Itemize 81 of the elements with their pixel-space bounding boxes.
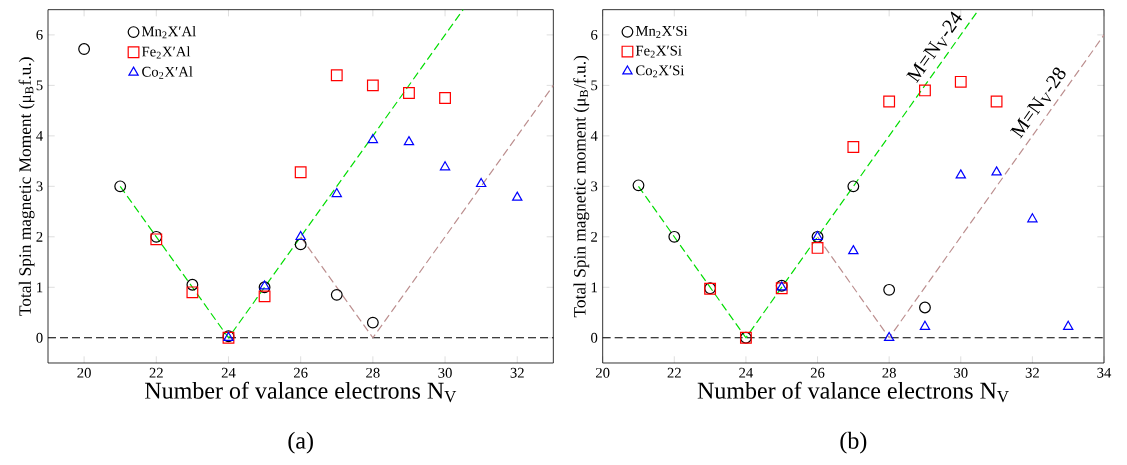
point — [439, 92, 451, 104]
y-tick-label: 3 — [36, 181, 43, 192]
point — [919, 320, 931, 330]
point — [512, 191, 523, 201]
x-tick-label: 28 — [882, 367, 896, 378]
point — [991, 166, 1002, 176]
legend-label: Mn$_{2}$X′Al — [141, 26, 196, 39]
point — [366, 316, 379, 329]
point — [366, 79, 379, 92]
point — [295, 230, 306, 241]
y-tick-label: 2 — [36, 231, 43, 242]
point — [632, 179, 645, 192]
y-tick-label: 1 — [591, 282, 597, 293]
x-tick-label: 20 — [77, 367, 91, 378]
point — [403, 135, 415, 146]
point — [259, 280, 270, 290]
x-tick-label: 20 — [595, 367, 610, 378]
x-tick-label: 34 — [1097, 367, 1112, 378]
text: (a) — [288, 431, 313, 454]
point — [367, 133, 379, 144]
point — [954, 75, 967, 88]
y-axis-title: Total Spin magnetic moment (μ$_{B}$/f.u.) — [573, 55, 590, 318]
x-axis-title: Number of valance electrons N$_{V}$ — [697, 381, 1009, 403]
point — [439, 161, 451, 171]
x-tick-label: 24 — [739, 367, 754, 378]
x-tick-label: 30 — [438, 367, 452, 378]
y-tick-label: 0 — [36, 332, 43, 343]
legend-label: Mn$_{2}$X′Si — [635, 26, 688, 38]
point — [811, 241, 824, 254]
point — [883, 95, 896, 108]
point — [919, 84, 931, 97]
y-tick-label: 1 — [37, 282, 43, 293]
point — [258, 290, 271, 303]
x-tick-label: 26 — [810, 367, 825, 378]
legend-label: Fe$_{2}$X′Al — [141, 46, 191, 59]
y-tick-label: 0 — [591, 332, 598, 343]
point — [403, 87, 415, 99]
point — [330, 69, 343, 82]
y-tick-label: 3 — [591, 181, 598, 192]
point — [331, 187, 342, 198]
legend-label: Co$_{2}$X′Si — [636, 65, 685, 78]
text: (b) — [840, 431, 867, 454]
y-tick-label: 4 — [36, 131, 43, 141]
x-tick-label: 30 — [954, 367, 968, 378]
y-tick-label: 5 — [591, 80, 598, 91]
point — [847, 141, 860, 153]
point — [258, 281, 271, 294]
y-tick-label: 2 — [591, 231, 598, 242]
point — [78, 43, 91, 55]
x-tick-label: 32 — [1025, 367, 1039, 378]
x-tick-label: 22 — [667, 367, 681, 378]
point — [186, 278, 199, 291]
y-tick-label: 5 — [36, 80, 43, 91]
y-tick-label: 4 — [590, 131, 598, 141]
point — [883, 283, 896, 296]
x-axis-title: Number of valance electrons N$_{V}$ — [145, 381, 457, 403]
point — [114, 180, 127, 193]
point — [294, 166, 307, 179]
point — [475, 177, 487, 188]
x-tick-label: 32 — [510, 367, 524, 378]
legend-label: Co$_{2}$X′Al — [142, 66, 193, 79]
point — [668, 230, 681, 243]
point — [990, 95, 1003, 108]
x-tick-label: 28 — [366, 367, 380, 378]
x-tick-label: 22 — [149, 367, 163, 378]
x-tick-label: 24 — [221, 367, 236, 378]
point — [1027, 213, 1038, 223]
point — [883, 331, 895, 342]
point — [330, 288, 343, 301]
point — [848, 245, 859, 255]
point — [294, 238, 307, 251]
point — [186, 286, 199, 299]
y-axis-title: Total Spin magnetic Moment (μ$_{B}$f.u.) — [18, 57, 35, 316]
point — [1062, 320, 1074, 330]
y-tick-label: 6 — [591, 29, 598, 40]
legend-label: Fe$_{2}$X′Si — [635, 45, 682, 58]
y-tick-label: 6 — [36, 29, 43, 40]
point — [847, 180, 860, 193]
x-tick-label: 26 — [293, 367, 308, 378]
point — [919, 301, 931, 314]
point — [955, 169, 966, 179]
